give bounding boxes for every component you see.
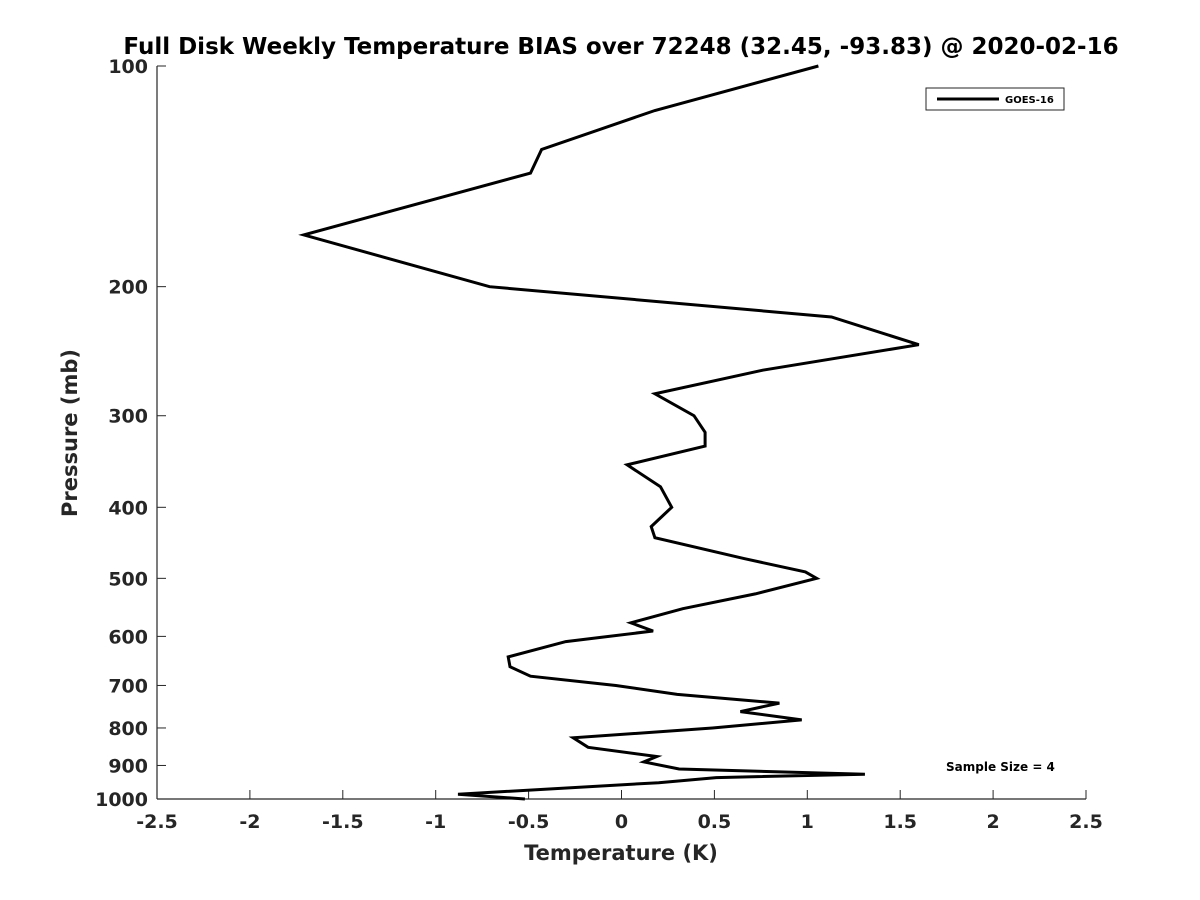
x-tick-label: -1 (425, 811, 446, 833)
x-tick-label: 1.5 (883, 811, 917, 833)
x-tick-label: -0.5 (508, 811, 550, 833)
y-tick-label: 700 (108, 675, 148, 697)
x-tick-label: -1.5 (322, 811, 364, 833)
x-tick-label: 1 (801, 811, 814, 833)
y-tick-label: 100 (108, 56, 148, 78)
plot-axes (156, 66, 1086, 800)
y-tick-label: 400 (108, 497, 148, 519)
legend: GOES-16 (925, 87, 1065, 111)
x-tick-label: 0.5 (698, 811, 732, 833)
x-tick-label: -2 (239, 811, 260, 833)
chart-title: Full Disk Weekly Temperature BIAS over 7… (123, 34, 1118, 60)
y-axis-ticks: 100 200 300 400 500 600 700 800 900 1000 (95, 56, 166, 811)
y-tick-label: 300 (108, 406, 148, 428)
y-tick-label: 900 (108, 755, 148, 777)
y-tick-label: 1000 (95, 789, 148, 811)
x-tick-label: 2.5 (1069, 811, 1103, 833)
x-tick-label: 0 (615, 811, 628, 833)
x-axis-label: Temperature (K) (524, 841, 718, 865)
series-line-goes16 (298, 64, 920, 801)
legend-label-goes16: GOES-16 (1005, 95, 1054, 106)
x-axis-ticks: -2.5 -2 -1.5 -1 -0.5 0 0.5 1 1.5 2 2.5 (136, 790, 1103, 833)
y-axis-label: Pressure (mb) (58, 349, 82, 517)
data-series (298, 64, 920, 801)
x-tick-label: 2 (986, 811, 999, 833)
y-tick-label: 600 (108, 626, 148, 648)
x-tick-label: -2.5 (136, 811, 178, 833)
y-tick-label: 500 (108, 568, 148, 590)
y-tick-label: 800 (108, 718, 148, 740)
y-tick-label: 200 (108, 277, 148, 299)
sample-size-annotation: Sample Size = 4 (946, 760, 1055, 774)
